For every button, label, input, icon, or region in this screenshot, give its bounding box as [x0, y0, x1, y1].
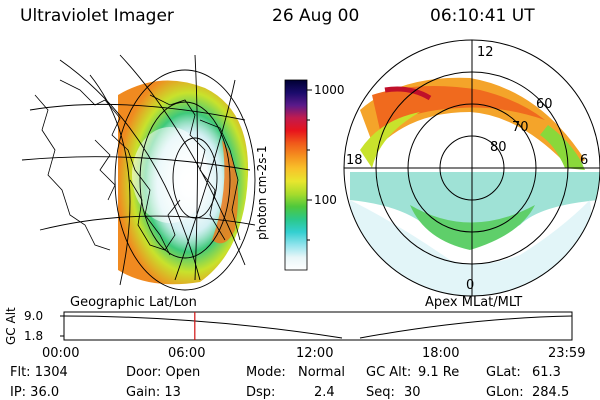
- lat-lon-grid: [21, 54, 256, 291]
- timeline-xtick-1800: 18:00: [422, 346, 460, 361]
- orbit-timeline: [60, 311, 573, 341]
- info-glon-label: GLon:: [486, 385, 524, 400]
- timeline-ylabel: GC Alt: [4, 307, 18, 345]
- mlat-label-70: 70: [512, 120, 529, 135]
- colorbar: [284, 79, 312, 271]
- info-gcalt-label: GC Alt:: [366, 365, 412, 380]
- mlt-label-0: 0: [466, 278, 475, 293]
- aurora-inner-void: [132, 127, 208, 223]
- info-glat-label: GLat:: [486, 365, 521, 380]
- info-seq-value: 30: [404, 385, 421, 400]
- info-mode-value: Normal: [298, 365, 346, 380]
- mlat-label-80: 80: [490, 140, 507, 155]
- timeline-ytick-low: 1.8: [24, 329, 44, 343]
- timeline-ytick-high: 9.0: [24, 309, 44, 323]
- aurora-bright-arc: [212, 140, 239, 244]
- polar-grid: [343, 39, 600, 297]
- info-dsp-label: Dsp:: [246, 385, 276, 400]
- image-date: 26 Aug 00: [272, 6, 360, 26]
- info-ip: IP: 36.0: [10, 385, 60, 400]
- info-flt: Flt: 1304: [10, 365, 68, 380]
- info-gain: Gain: 13: [126, 385, 181, 400]
- timeline-xtick-0000: 00:00: [42, 346, 80, 361]
- right-caption: Apex MLat/MLT: [425, 295, 523, 310]
- info-seq-label: Seq:: [366, 385, 395, 400]
- polar-plot: [343, 39, 600, 297]
- mlt-label-18: 18: [346, 153, 363, 168]
- info-gcalt-value: 9.1 Re: [418, 365, 460, 380]
- info-door: Door: Open: [126, 365, 201, 380]
- instrument-title: Ultraviolet Imager: [20, 6, 174, 26]
- info-mode-label: Mode:: [246, 365, 286, 380]
- mlt-label-6: 6: [580, 153, 589, 168]
- colorbar-tick-100: 100: [314, 193, 337, 207]
- mlat-label-60: 60: [536, 97, 553, 112]
- left-caption: Geographic Lat/Lon: [70, 295, 197, 310]
- info-glat-value: 61.3: [532, 365, 561, 380]
- geographic-map: [21, 54, 256, 291]
- timeline-xtick-1200: 12:00: [296, 346, 334, 361]
- mlt-label-12: 12: [477, 45, 494, 60]
- colorbar-scale: [284, 79, 308, 271]
- info-glon-value: 284.5: [532, 385, 570, 400]
- timeline-xtick-0600: 06:00: [168, 346, 206, 361]
- colorbar-label: photon cm-2s-1: [255, 145, 269, 241]
- timeline-xtick-2359: 23:59: [548, 346, 586, 361]
- coastlines: [34, 79, 241, 256]
- colorbar-tick-1000: 1000: [314, 83, 345, 97]
- image-time: 06:10:41 UT: [430, 6, 535, 26]
- altitude-curve: [63, 315, 573, 339]
- info-dsp-value: 2.4: [314, 385, 335, 400]
